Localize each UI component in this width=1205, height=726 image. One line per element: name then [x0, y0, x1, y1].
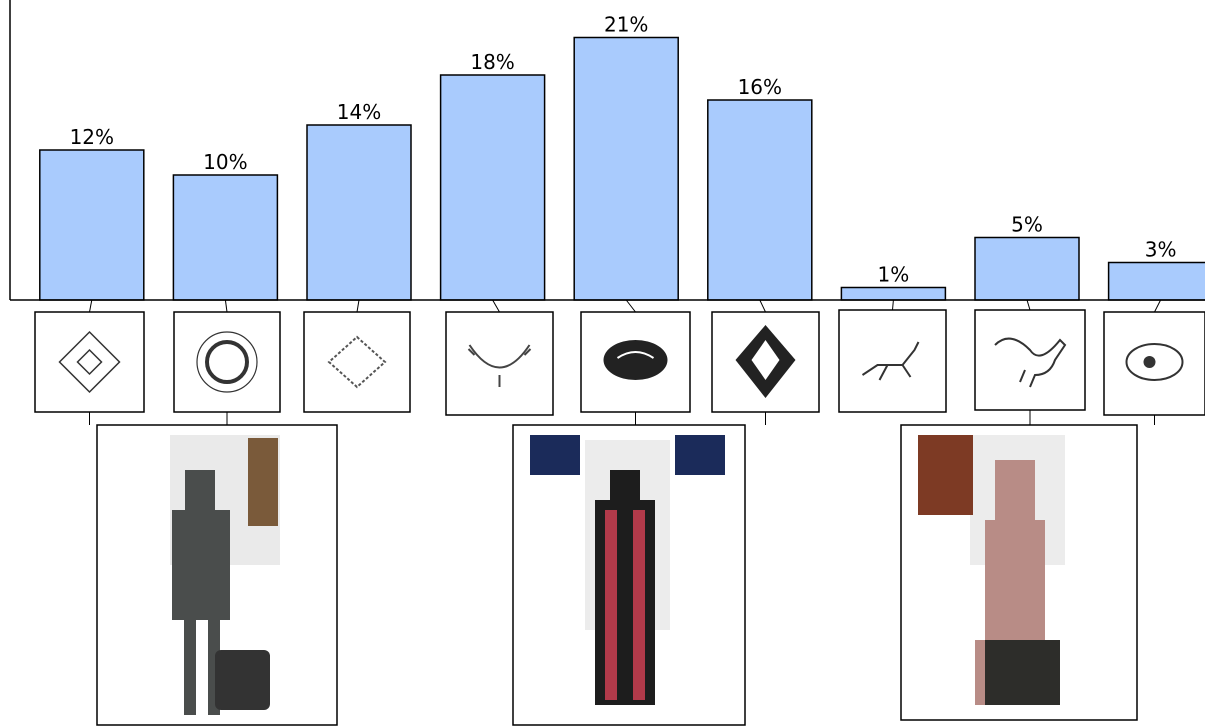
connector: [89, 299, 93, 313]
value-label: 10%: [203, 150, 247, 174]
bar: [974, 236, 1080, 301]
icon-glyph: [603, 340, 668, 380]
bar: [840, 286, 947, 301]
icon-box: [974, 309, 1086, 411]
bar: [172, 174, 279, 301]
connector: [892, 299, 894, 311]
value-label: 18%: [470, 50, 514, 74]
bar: [1107, 261, 1205, 301]
icon-glyph: [327, 335, 387, 389]
icon-box: [838, 309, 947, 413]
bar: [306, 124, 412, 301]
icon-glyph: [196, 331, 258, 393]
bar: [707, 99, 813, 301]
connector: [759, 299, 766, 313]
icon-box: [303, 311, 411, 413]
icon-box: [34, 311, 145, 413]
photo-frames: [96, 424, 1138, 726]
ornament: [675, 435, 725, 475]
ornament: [248, 438, 278, 526]
icon-glyph: [616, 351, 655, 359]
connector: [356, 299, 360, 313]
connector: [492, 299, 500, 313]
connector: [224, 299, 228, 313]
pattern: [605, 510, 617, 700]
icon-box: [173, 311, 281, 413]
icon-glyph: [58, 330, 121, 394]
value-label: 3%: [1145, 238, 1177, 262]
plot: 12% 10% 14% 18% 21% 16% 1% 5% 3%: [9, 0, 1205, 301]
ornament: [918, 435, 973, 515]
pattern: [633, 510, 645, 700]
icon-glyph: [205, 340, 249, 384]
connector: [625, 299, 636, 313]
value-label: 12%: [70, 125, 114, 149]
figure: [595, 470, 655, 705]
skirt: [985, 640, 1060, 705]
value-label: 5%: [1011, 213, 1043, 237]
value-label: 16%: [738, 75, 782, 99]
connector: [1026, 299, 1031, 311]
bar: [439, 74, 546, 301]
bar: [39, 149, 145, 301]
icon-glyph: [1125, 343, 1184, 381]
value-label: 1%: [878, 263, 910, 287]
icon-glyph: [467, 344, 532, 387]
icon-row: [34, 299, 1205, 425]
ornament: [530, 435, 580, 475]
value-label: 14%: [337, 100, 381, 124]
value-label: 21%: [604, 13, 648, 37]
suitcase: [215, 650, 270, 710]
icon-box: [445, 311, 554, 416]
bar: [573, 36, 679, 301]
icon-glyph: [1143, 356, 1156, 368]
icon-glyph: [861, 341, 920, 381]
connector: [1154, 299, 1162, 313]
icon-glyph: [751, 340, 780, 380]
icon-glyph: [994, 337, 1067, 388]
